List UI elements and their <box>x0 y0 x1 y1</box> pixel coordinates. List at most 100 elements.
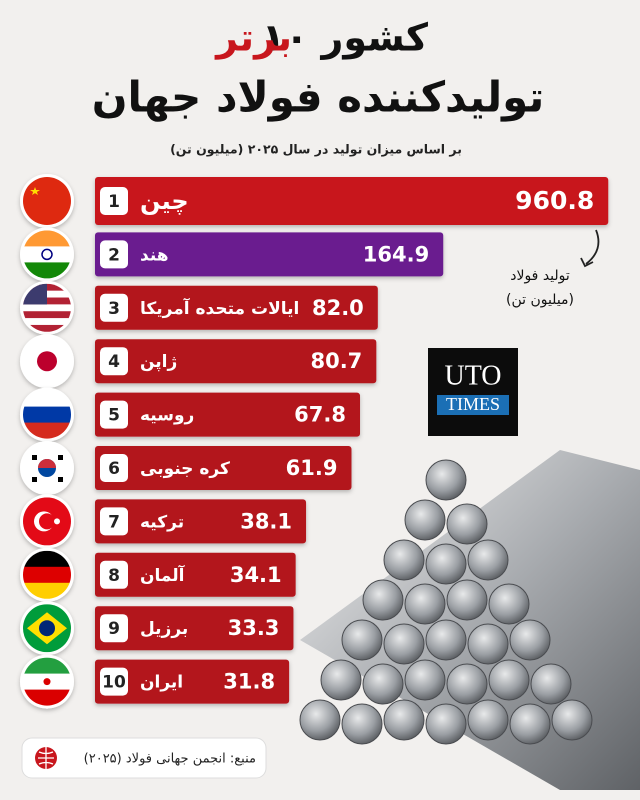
flag-stripe <box>23 262 71 279</box>
flag <box>23 177 71 225</box>
rebar-end <box>551 699 593 741</box>
rebar-end <box>488 583 530 625</box>
flag-stripe <box>23 230 71 247</box>
country-name: روسیه <box>140 406 194 426</box>
flag-trigram <box>58 477 63 482</box>
subtitle: بر اساس میزان تولید در سال ۲۰۲۵ (میلیون … <box>170 142 462 157</box>
value-label: 164.9 <box>363 242 429 266</box>
rebar-end <box>425 543 467 585</box>
rank: 10 <box>102 673 126 693</box>
country-name: آلمان <box>140 564 186 586</box>
flag <box>23 497 71 546</box>
country-name: ایالات متحده آمریکا <box>140 297 299 319</box>
country-name: چین <box>140 187 189 215</box>
bar <box>95 339 377 384</box>
rebar-end <box>320 659 362 701</box>
flag <box>23 604 71 653</box>
flag-stripe <box>23 390 71 408</box>
flag-trigram <box>32 455 37 460</box>
flag <box>23 337 71 386</box>
bar <box>95 446 352 490</box>
value-label: 38.1 <box>240 509 292 533</box>
bar <box>95 285 378 330</box>
value-label: 31.8 <box>223 670 275 694</box>
logo-text: UTO <box>444 360 501 391</box>
value-label: 67.8 <box>294 403 346 427</box>
flag-star <box>30 187 40 195</box>
rebar-end <box>362 663 404 705</box>
rank-box <box>100 240 128 269</box>
flag-globe <box>39 620 55 637</box>
rank-box <box>100 293 128 322</box>
rank-box <box>100 454 128 482</box>
country-name: کره جنوبی <box>140 459 230 479</box>
flag-stripe <box>23 324 71 332</box>
flag-sun <box>37 351 57 372</box>
flag-stripe <box>23 311 71 319</box>
rebar-end <box>446 579 488 621</box>
flag-stripe <box>23 318 71 326</box>
flag <box>23 390 71 439</box>
rank-box <box>100 347 128 376</box>
rebar-end <box>509 703 551 745</box>
steel-rebar-pile <box>299 450 640 790</box>
rank: 6 <box>108 459 120 479</box>
flag-stripe <box>23 582 71 599</box>
rank-box <box>100 667 128 696</box>
value-label: 960.8 <box>515 186 594 215</box>
rebar-end <box>488 659 530 701</box>
rank: 8 <box>108 566 120 586</box>
annotation-arrowhead <box>580 257 594 268</box>
bar <box>95 606 294 651</box>
country-name: ترکیه <box>140 512 184 532</box>
bars: 1 چین 960.8 2 هند 164.9 3 ایالات متحده آمریکا 82… <box>20 174 609 709</box>
flag-star <box>54 518 60 525</box>
annotation: تولید فولاد <box>510 268 570 284</box>
rank-box <box>100 614 128 643</box>
rebar-end <box>425 703 467 745</box>
value-label: 33.3 <box>228 616 280 640</box>
flag-trigram <box>58 455 63 460</box>
country-name: ژاپن <box>140 352 177 372</box>
flag <box>23 550 71 599</box>
bar <box>95 499 307 544</box>
rebar-end <box>425 459 467 501</box>
flag-stripe <box>23 566 71 584</box>
rank: 9 <box>108 619 120 639</box>
flag-wheel <box>41 248 53 261</box>
flag-stripe <box>23 304 71 312</box>
logo-band <box>437 395 509 415</box>
bar <box>95 392 361 437</box>
value-label: 61.9 <box>286 456 338 480</box>
rebar-end <box>404 499 446 541</box>
flag-stripe <box>23 689 71 706</box>
title-line: تولیدکننده فولاد جهان <box>92 73 545 123</box>
rebar-end <box>509 619 551 661</box>
title-highlight: برتر <box>214 16 292 60</box>
rank: 4 <box>108 352 120 372</box>
value-label: 80.7 <box>310 349 362 373</box>
rebar-end <box>404 659 446 701</box>
flag-stripe <box>23 657 71 675</box>
rebar-end <box>362 579 404 621</box>
value-label: 34.1 <box>230 563 282 587</box>
rebar-end <box>446 663 488 705</box>
annotation-arrow <box>585 229 600 265</box>
logo-text: TIMES <box>446 394 500 414</box>
bar <box>95 232 444 277</box>
bar <box>95 552 296 597</box>
rank-box <box>100 187 128 215</box>
rebar-end <box>530 663 572 705</box>
rebar-end <box>467 699 509 741</box>
flag-stripe <box>23 550 71 568</box>
flag-bg <box>23 177 71 225</box>
title-part: ۱۰ کشور <box>262 16 429 60</box>
annotation: (میلیون تن) <box>506 292 574 308</box>
source-box <box>21 737 267 779</box>
flag-trigram <box>32 477 37 482</box>
flag <box>23 283 71 332</box>
rebar-end <box>383 699 425 741</box>
rebar-end <box>425 619 467 661</box>
